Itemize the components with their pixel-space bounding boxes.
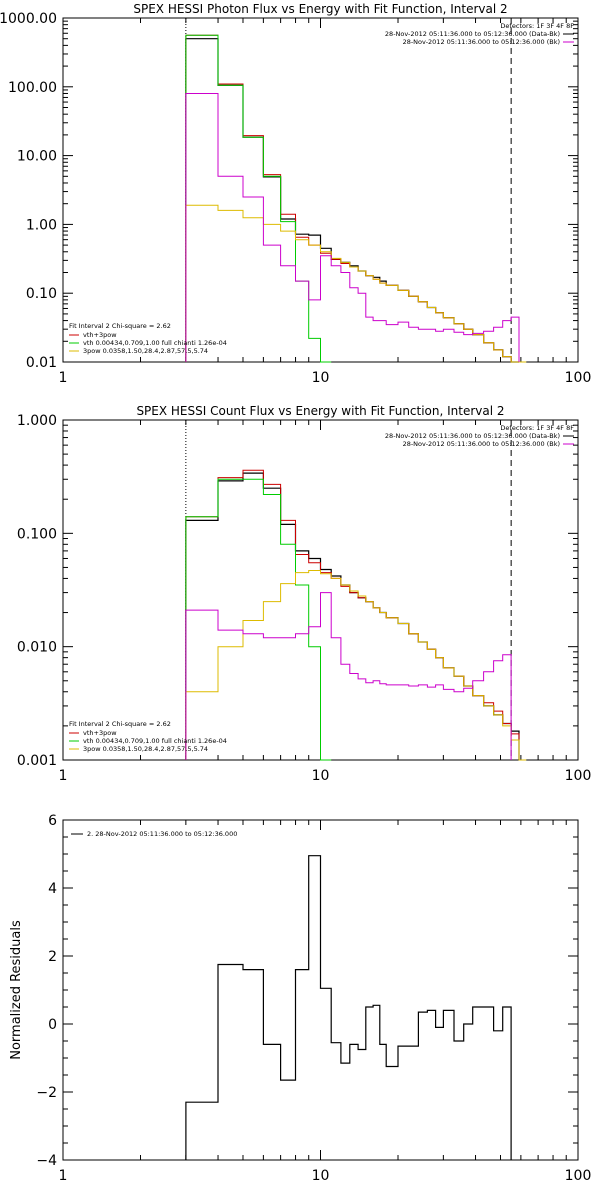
series-line-1 <box>185 38 519 363</box>
y-tick-label: 100.00 <box>8 80 57 96</box>
x-tick-label: 100 <box>565 768 592 784</box>
series-line-2 <box>185 469 520 760</box>
y-tick-label: 10.00 <box>17 149 57 165</box>
x-tick-label: 100 <box>565 370 592 386</box>
legend-entry-label: vth 0.00434,0.709,1.00 full chianti 1.26… <box>83 339 227 347</box>
legend-entry-label: vth 0.00434,0.709,1.00 full chianti 1.26… <box>83 737 227 745</box>
series-line-5 <box>185 93 520 362</box>
x-tick-label: 1 <box>59 370 68 386</box>
y-tick-label: 1.00 <box>26 217 57 233</box>
series-line-3 <box>185 478 332 761</box>
y-tick-label: 4 <box>48 881 57 897</box>
y-tick-label: 0.01 <box>26 355 57 371</box>
x-tick-label: 1 <box>59 1168 68 1184</box>
x-tick-label: 100 <box>565 1168 592 1184</box>
legend-entry-label: vth+3pow <box>83 331 117 339</box>
legend-detectors: Detectors: 1F 3F 4F 8F <box>500 22 574 30</box>
legend-entry-label: vth+3pow <box>83 729 117 737</box>
series-line-5 <box>185 592 512 760</box>
legend-entry-label: 3pow 0.0358,1.50,28.4,2.87,57.5,5.74 <box>83 745 208 753</box>
legend-entry-label: 28-Nov-2012 05:11:36.000 to 05:12:36.000… <box>403 440 560 448</box>
x-tick-label: 10 <box>312 1168 330 1184</box>
y-tick-label: 1.000 <box>17 413 57 429</box>
y-tick-label: 0 <box>48 1017 57 1033</box>
y-tick-label: 6 <box>48 813 57 829</box>
y-tick-label: −4 <box>36 1153 57 1169</box>
legend-fit-interval: Fit Interval 2 Chi-square = 2.62 <box>69 720 171 728</box>
y-tick-label: 0.100 <box>17 526 57 542</box>
series-line-1 <box>185 855 512 1160</box>
x-tick-label: 10 <box>312 768 330 784</box>
chart-title: SPEX HESSI Photon Flux vs Energy with Fi… <box>133 2 507 16</box>
plot-panel-1: SPEX HESSI Photon Flux vs Energy with Fi… <box>0 2 591 386</box>
y-tick-label: 0.010 <box>17 640 57 656</box>
legend-detectors: Detectors: 1F 3F 4F 8F <box>500 424 574 432</box>
y-tick-label: 0.001 <box>17 753 57 769</box>
series-line-1 <box>185 472 520 760</box>
chart-title: SPEX HESSI Count Flux vs Energy with Fit… <box>136 404 504 418</box>
y-tick-label: −2 <box>36 1085 57 1101</box>
legend-entry-label: 28-Nov-2012 05:11:36.000 to 05:12:36.000… <box>385 30 560 38</box>
y-tick-label: 0.10 <box>26 286 57 302</box>
legend-entry-label: 3pow 0.0358,1.50,28.4,2.87,57.5,5.74 <box>83 347 208 355</box>
x-tick-label: 10 <box>312 370 330 386</box>
legend-entry-label: 28-Nov-2012 05:11:36.000 to 05:12:36.000… <box>403 38 560 46</box>
plot-panel-2: SPEX HESSI Count Flux vs Energy with Fit… <box>17 404 591 784</box>
series-line-3 <box>185 34 332 363</box>
series-line-4 <box>185 570 527 761</box>
plot-panel-3: Normalized Residuals 1 10 100 −4 −2 0 2 4 6 2. 28-… <box>9 813 591 1184</box>
x-tick-label: 1 <box>59 768 68 784</box>
y-axis-label: Normalized Residuals <box>9 920 24 1060</box>
series-line-2 <box>185 34 519 363</box>
legend-entry-label: 2. 28-Nov-2012 05:11:36.000 to 05:12:36.… <box>87 830 237 838</box>
legend-fit-interval: Fit Interval 2 Chi-square = 2.62 <box>69 322 171 330</box>
y-tick-label: 2 <box>48 949 57 965</box>
series-line-4 <box>185 204 527 363</box>
y-tick-label: 1000.00 <box>0 11 57 27</box>
legend-entry-label: 28-Nov-2012 05:11:36.000 to 05:12:36.000… <box>385 432 560 440</box>
plot-frame <box>62 17 579 363</box>
